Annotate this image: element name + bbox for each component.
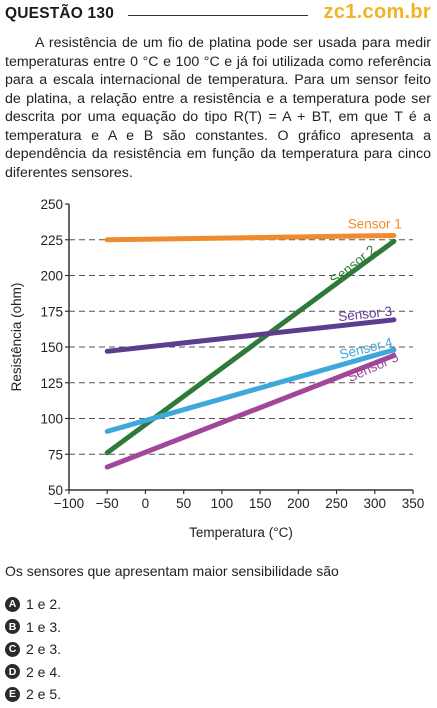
option-e-badge: E: [5, 686, 20, 702]
option-e[interactable]: E 2 e 5.: [5, 683, 61, 706]
chart-series: [104, 233, 397, 470]
option-c-text: 2 e 3.: [26, 641, 62, 658]
option-a-text: 1 e 2.: [26, 596, 62, 613]
x-tick-label-0: 0: [142, 496, 150, 511]
x-tick-label-350: 350: [402, 496, 425, 511]
series-label-3: Sensor 3: [337, 304, 392, 325]
option-d[interactable]: D 2 e 4.: [5, 661, 61, 684]
prompt-paragraph: A resistência de um fio de platina pode …: [5, 35, 431, 181]
question-header: QUESTÃO 130 zc1.com.br: [5, 1, 433, 25]
question-number: QUESTÃO 130: [5, 5, 115, 22]
y-tick-label-50: 50: [48, 483, 63, 498]
x-axis-label: Temperatura (°C): [189, 525, 293, 540]
series-line-3: [104, 317, 397, 354]
x-tick-label-250: 250: [325, 496, 348, 511]
option-b-badge: B: [5, 619, 20, 635]
x-tick-label-300: 300: [364, 496, 387, 511]
question-prompt: A resistência de um fio de platina pode …: [5, 34, 431, 182]
x-tick-label-200: 200: [287, 496, 310, 511]
option-b[interactable]: B 1 e 3.: [5, 616, 61, 639]
x-tick-label-50: 50: [176, 496, 191, 511]
option-d-text: 2 e 4.: [26, 663, 62, 680]
option-c[interactable]: C 2 e 3.: [5, 638, 61, 661]
question-text: Os sensores que apresentam maior sensibi…: [5, 563, 339, 579]
x-tick-label--50: −50: [96, 496, 119, 511]
y-tick-label-100: 100: [40, 412, 63, 427]
option-c-badge: C: [5, 641, 20, 657]
y-tick-label-225: 225: [40, 233, 63, 248]
y-axis-label: Resistência (ohm): [9, 283, 24, 392]
resistance-chart: 50 75 100 125 150 175 200 225 250 −100 −50 0 50 100 15…: [9, 197, 424, 540]
y-tick-label-150: 150: [40, 340, 63, 355]
header-divider: [128, 15, 308, 16]
y-tick-label-75: 75: [48, 447, 63, 462]
y-tick-label-175: 175: [40, 304, 63, 319]
series-line-5: [104, 353, 397, 470]
brand-logo[interactable]: zc1.com.br: [323, 1, 431, 23]
series-line-1: [104, 233, 397, 243]
option-a-badge: A: [5, 596, 20, 612]
series-label-2: Sensor 2: [327, 242, 378, 288]
y-tick-label-125: 125: [40, 376, 63, 391]
x-tick-label-100: 100: [211, 496, 234, 511]
y-tick-label-250: 250: [40, 197, 63, 212]
option-e-text: 2 e 5.: [26, 686, 62, 703]
x-tick-label--100: −100: [54, 496, 84, 511]
answer-options: A 1 e 2. B 1 e 3. C 2 e 3. D 2 e 4. E 2 e 5.: [5, 593, 61, 706]
option-b-text: 1 e 3.: [26, 618, 62, 635]
option-d-badge: D: [5, 664, 20, 680]
x-tick-label-150: 150: [249, 496, 272, 511]
option-a[interactable]: A 1 e 2.: [5, 593, 61, 616]
series-line-4: [104, 347, 397, 434]
chart-axes: 50 75 100 125 150 175 200 225 250 −100 −50 0 50 100 15…: [40, 197, 424, 511]
series-label-1: Sensor 1: [348, 216, 402, 231]
y-tick-label-200: 200: [40, 269, 63, 284]
